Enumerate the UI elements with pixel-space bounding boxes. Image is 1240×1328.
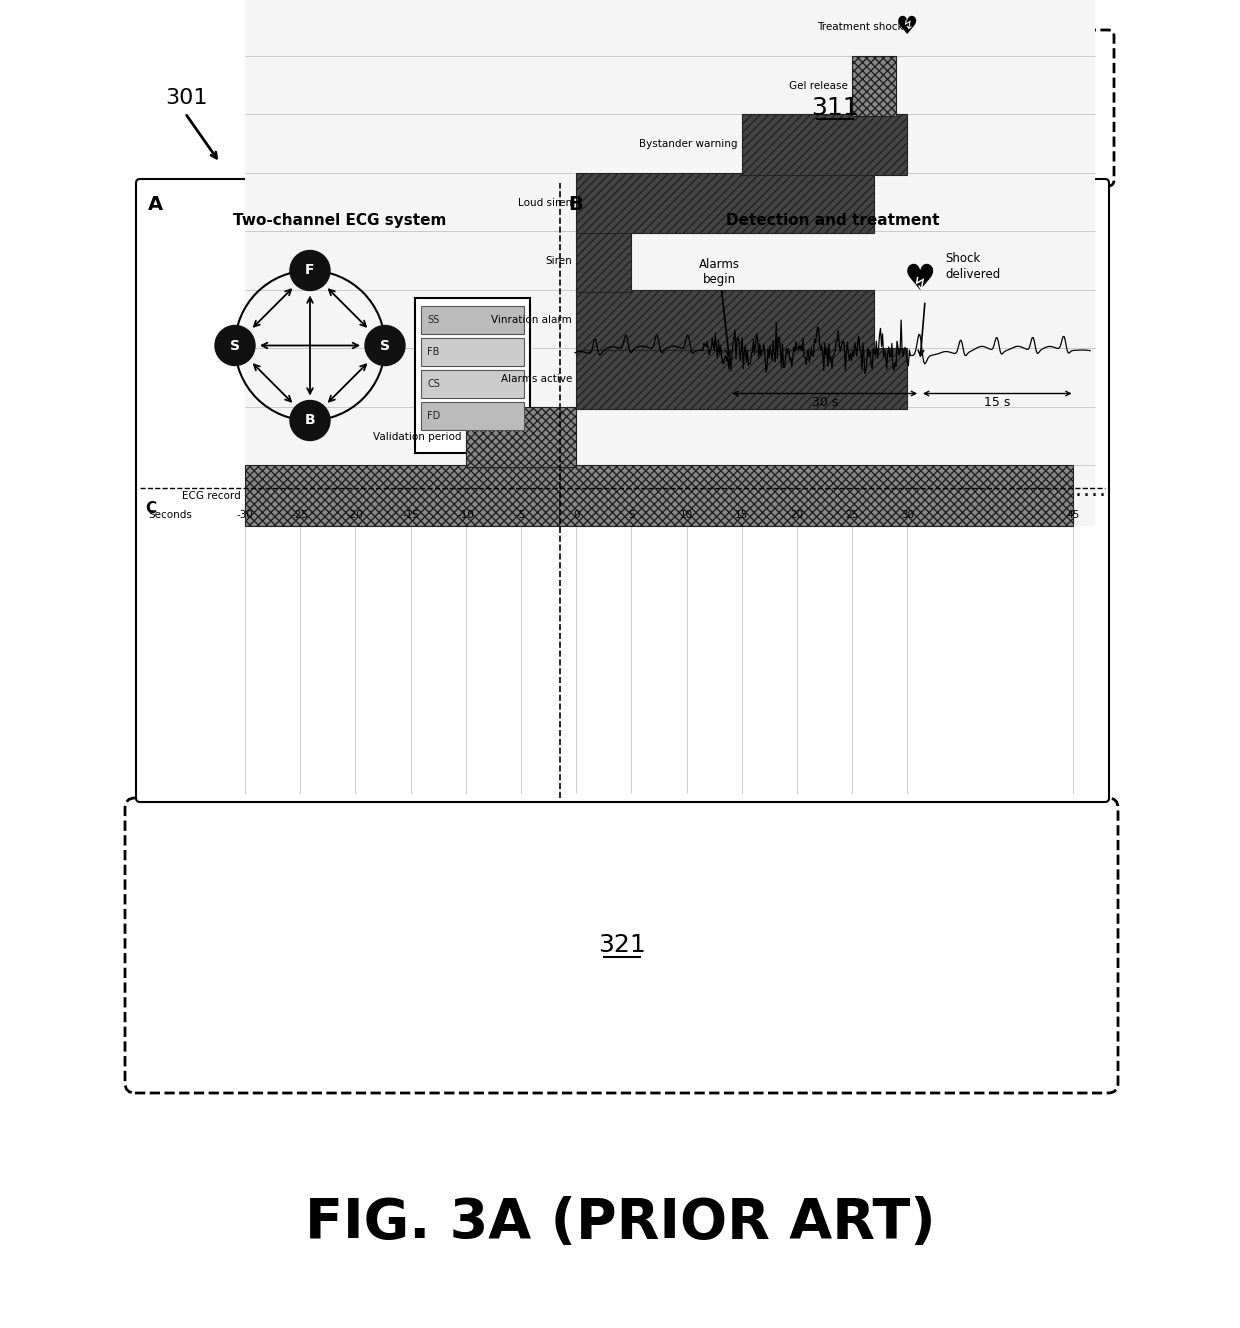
Text: ♥: ♥ bbox=[904, 263, 936, 297]
Text: Two-channel ECG system: Two-channel ECG system bbox=[233, 212, 446, 228]
Text: Vinration alarm: Vinration alarm bbox=[491, 315, 572, 325]
Text: A: A bbox=[148, 195, 164, 214]
Bar bbox=[852, 56, 897, 116]
Bar bbox=[577, 231, 631, 292]
Text: 0: 0 bbox=[573, 510, 579, 521]
FancyBboxPatch shape bbox=[556, 31, 1114, 186]
Bar bbox=[246, 290, 1095, 351]
Bar bbox=[246, 0, 1095, 57]
Circle shape bbox=[365, 325, 405, 365]
Text: B: B bbox=[568, 195, 583, 214]
Text: ·: · bbox=[1090, 486, 1097, 506]
Text: -30: -30 bbox=[237, 510, 253, 521]
Circle shape bbox=[215, 325, 255, 365]
Text: CS: CS bbox=[427, 378, 440, 389]
Text: 30 s: 30 s bbox=[812, 397, 838, 409]
Text: 45: 45 bbox=[1066, 510, 1080, 521]
Text: Alarms
begin: Alarms begin bbox=[699, 258, 740, 356]
Text: SS: SS bbox=[427, 315, 439, 325]
Text: Alarms active: Alarms active bbox=[501, 373, 572, 384]
Text: Validation period: Validation period bbox=[373, 432, 461, 442]
Text: ·: · bbox=[1074, 486, 1081, 506]
Text: 321: 321 bbox=[598, 934, 645, 957]
Text: ·: · bbox=[1099, 486, 1105, 506]
Bar bbox=[422, 402, 525, 430]
Text: ↯: ↯ bbox=[901, 19, 913, 32]
Text: 5: 5 bbox=[627, 510, 635, 521]
Text: -10: -10 bbox=[458, 510, 474, 521]
Text: 311: 311 bbox=[811, 96, 859, 120]
Text: F: F bbox=[305, 263, 315, 278]
Text: FIG. 3A (PRIOR ART): FIG. 3A (PRIOR ART) bbox=[305, 1197, 935, 1250]
Text: Treatment shock: Treatment shock bbox=[817, 23, 903, 32]
Text: 15: 15 bbox=[735, 510, 749, 521]
Bar bbox=[466, 406, 577, 467]
Text: -5: -5 bbox=[516, 510, 526, 521]
Circle shape bbox=[290, 401, 330, 441]
Text: 25: 25 bbox=[846, 510, 859, 521]
Text: Seconds: Seconds bbox=[148, 510, 192, 521]
FancyBboxPatch shape bbox=[136, 179, 1109, 802]
Bar bbox=[577, 290, 874, 351]
Text: B: B bbox=[305, 413, 315, 428]
Text: 10: 10 bbox=[680, 510, 693, 521]
Bar bbox=[246, 348, 1095, 409]
Text: ECG record: ECG record bbox=[182, 491, 241, 501]
Text: 301: 301 bbox=[165, 88, 207, 108]
Text: -20: -20 bbox=[347, 510, 363, 521]
Bar bbox=[246, 56, 1095, 116]
Bar bbox=[577, 348, 908, 409]
Bar bbox=[422, 305, 525, 335]
Text: C: C bbox=[145, 501, 156, 517]
Text: Bystander warning: Bystander warning bbox=[640, 139, 738, 149]
Bar bbox=[246, 465, 1095, 526]
Bar bbox=[246, 173, 1095, 234]
Text: -25: -25 bbox=[291, 510, 309, 521]
Text: S: S bbox=[229, 339, 241, 352]
Text: Siren: Siren bbox=[546, 256, 572, 267]
Text: Loud siren: Loud siren bbox=[518, 198, 572, 208]
Text: FD: FD bbox=[427, 410, 440, 421]
Text: 20: 20 bbox=[790, 510, 804, 521]
Text: ♥: ♥ bbox=[897, 16, 919, 40]
Bar bbox=[246, 231, 1095, 292]
Text: 15 s: 15 s bbox=[985, 397, 1011, 409]
Circle shape bbox=[290, 251, 330, 291]
Bar bbox=[577, 173, 874, 234]
Bar bbox=[422, 339, 525, 367]
Text: ↯: ↯ bbox=[913, 275, 928, 293]
Text: Gel release: Gel release bbox=[790, 81, 848, 90]
Bar bbox=[246, 465, 1073, 526]
Text: 30: 30 bbox=[900, 510, 914, 521]
Text: ·: · bbox=[1083, 486, 1090, 506]
Text: Shock
delivered: Shock delivered bbox=[945, 252, 1001, 280]
Text: Detection and treatment: Detection and treatment bbox=[725, 212, 939, 228]
Bar bbox=[422, 371, 525, 398]
Text: -15: -15 bbox=[402, 510, 419, 521]
Bar bbox=[246, 406, 1095, 467]
Bar bbox=[742, 114, 908, 175]
Bar bbox=[415, 297, 529, 453]
Text: FB: FB bbox=[427, 347, 439, 357]
Bar bbox=[246, 114, 1095, 175]
Text: S: S bbox=[379, 339, 391, 352]
